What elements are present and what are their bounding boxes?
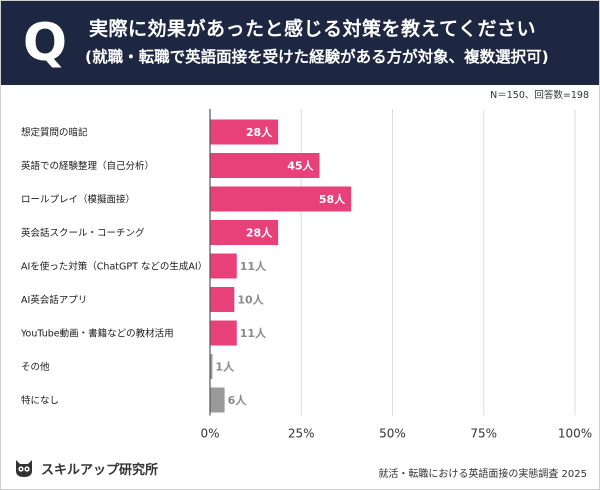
category-label: AIを使った対策（ChatGPT などの生成AI）: [21, 261, 207, 273]
category-label: その他: [21, 361, 50, 373]
x-tick-label: 75%: [470, 427, 497, 441]
category-label: ロールプレイ（模擬面接）: [21, 194, 135, 206]
category-label: YouTube動画・書籍などの教材活用: [20, 328, 174, 340]
owl-icon: [16, 460, 32, 477]
category-label: 英会話スクール・コーチング: [21, 227, 145, 239]
question-badge: Q: [22, 13, 68, 73]
x-tick-label: 0%: [200, 427, 219, 441]
source-note: 就活・転職における英語面接の実態調査 2025: [378, 469, 587, 480]
bar: [210, 119, 279, 145]
data-label: 28人: [246, 125, 273, 139]
category-label: 想定質問の暗記: [21, 127, 88, 139]
data-label: 10人: [237, 293, 264, 307]
sample-size-note: N＝150、回答数=198: [490, 90, 589, 101]
brand-logo: スキルアップ研究所: [13, 457, 158, 479]
data-label: 6人: [228, 393, 248, 407]
data-label: 45人: [287, 159, 314, 173]
data-label: 1人: [215, 360, 235, 374]
bar: [210, 354, 213, 379]
brand-name: スキルアップ研究所: [41, 462, 159, 478]
x-tick-label: 100%: [558, 427, 592, 441]
chart-title: 実際に効果があったと感じる対策を教えてください: [89, 18, 536, 40]
chart-subtitle: (就職・転職で英語面接を受けた経験がある方が対象、複数選択可): [85, 48, 549, 66]
bar: [210, 287, 235, 312]
data-label: 11人: [240, 259, 267, 273]
bar: [210, 153, 320, 178]
data-label: 11人: [240, 326, 267, 340]
question-header: Q 実際に効果があったと感じる対策を教えてください (就職・転職で英語面接を受け…: [1, 1, 599, 85]
bar: [210, 320, 237, 346]
bar: [210, 186, 352, 212]
category-label: AI英会話アプリ: [21, 294, 87, 306]
x-tick-label: 50%: [379, 427, 406, 441]
data-label: 28人: [246, 226, 273, 240]
bar: [210, 387, 225, 413]
data-label: 58人: [319, 192, 346, 206]
x-tick-label: 25%: [288, 427, 315, 441]
category-label: 英語での経験整理（自己分析）: [21, 160, 154, 172]
bar: [210, 220, 279, 245]
category-label: 特になし: [21, 395, 59, 407]
bar: [210, 253, 237, 279]
